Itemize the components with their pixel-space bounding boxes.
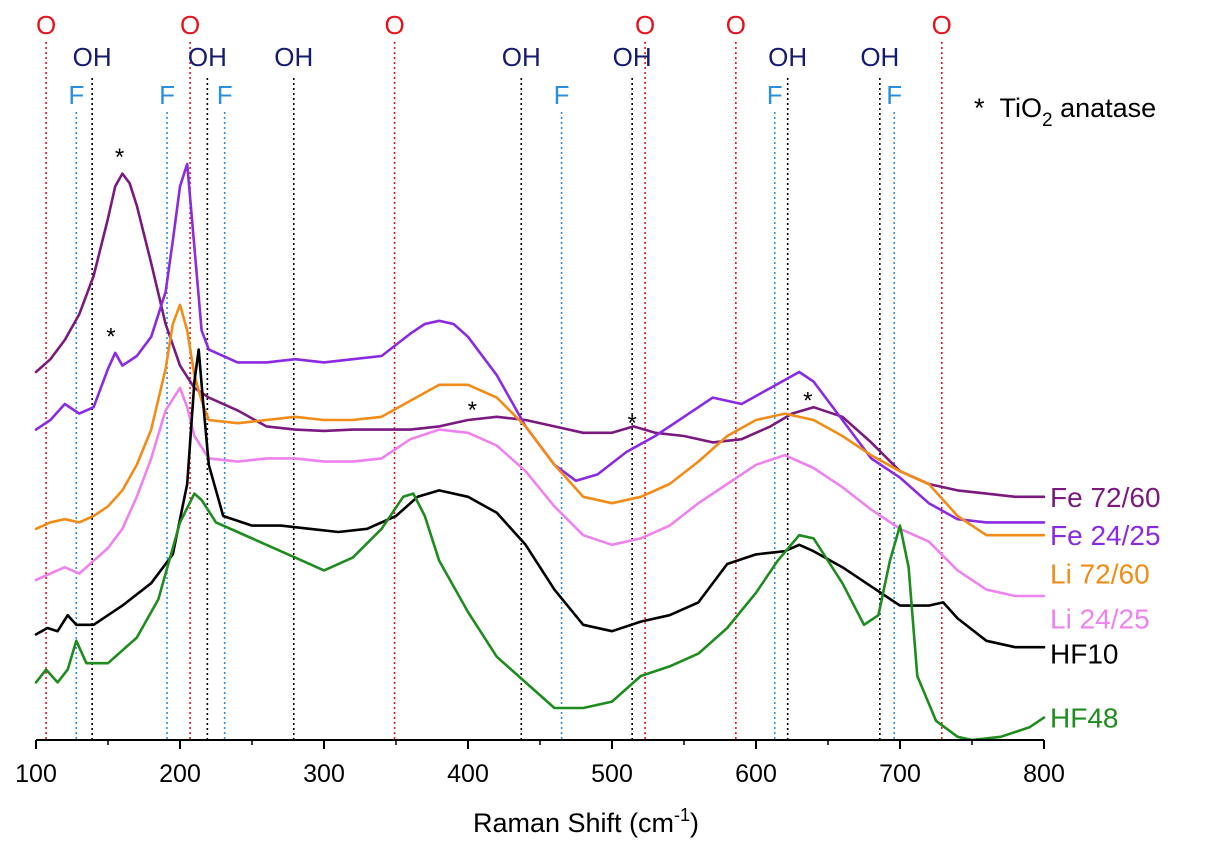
x-axis-title: Raman Shift (cm-1) xyxy=(473,805,699,838)
series-label-fe-72-60: Fe 72/60 xyxy=(1050,482,1161,513)
series-label-hf48: HF48 xyxy=(1050,703,1118,734)
ref-label-oh-13: OH xyxy=(188,42,227,72)
anatase-star-2: * xyxy=(468,397,477,424)
x-tick-label-300: 300 xyxy=(303,760,345,788)
anatase-note-text-end: anatase xyxy=(1053,93,1157,123)
x-axis-title-sup: -1 xyxy=(674,805,690,825)
x-tick-label-600: 600 xyxy=(735,760,777,788)
ref-label-oh-16: OH xyxy=(613,42,652,72)
x-tick-label-700: 700 xyxy=(879,760,921,788)
series-line-hf48 xyxy=(34,492,1046,742)
ref-label-o-0: O xyxy=(36,10,56,40)
series-line-li-72-60 xyxy=(34,303,1046,537)
ref-label-f-9: F xyxy=(554,80,570,110)
series-label-li-24-25: Li 24/25 xyxy=(1050,603,1150,634)
ref-label-o-1: O xyxy=(180,10,200,40)
ref-label-o-2: O xyxy=(384,10,404,40)
ref-label-oh-18: OH xyxy=(860,42,899,72)
anatase-note-star: * xyxy=(974,93,985,123)
svg-text:Raman Shift (cm-1): Raman Shift (cm-1) xyxy=(473,805,699,838)
ref-label-f-8: F xyxy=(217,80,233,110)
anatase-note-sub: 2 xyxy=(1042,110,1053,131)
anatase-note-text: TiO xyxy=(1000,93,1043,123)
ref-label-o-4: O xyxy=(726,10,746,40)
anatase-star-1: * xyxy=(106,323,115,350)
x-tick-label-100: 100 xyxy=(15,760,57,788)
ref-label-f-10: F xyxy=(767,80,783,110)
ref-label-o-3: O xyxy=(635,10,655,40)
series-line-fe-24-25 xyxy=(34,162,1046,524)
anatase-star-4: * xyxy=(803,387,812,414)
ref-label-f-7: F xyxy=(159,80,175,110)
ref-label-oh-17: OH xyxy=(768,42,807,72)
anatase-star-0: * xyxy=(115,144,124,171)
x-axis-title-end: ) xyxy=(690,808,699,838)
ref-label-f-11: F xyxy=(886,80,902,110)
reference-labels: O O O O O O F F F F F F OH OH OH OH OH OH OH xyxy=(36,10,952,110)
series-labels: Fe 72/60 Fe 24/25 Li 72/60 Li 24/25 HF10 HF48 xyxy=(1050,482,1161,734)
x-tick-label-400: 400 xyxy=(447,760,489,788)
x-tick-label-200: 200 xyxy=(159,760,201,788)
svg-text:* TiO2 anatase: * TiO2 anatase xyxy=(974,93,1156,131)
anatase-note: * TiO2 anatase xyxy=(974,93,1156,131)
x-tick-label-500: 500 xyxy=(591,760,633,788)
ref-label-oh-14: OH xyxy=(274,42,313,72)
x-tick-label-800: 800 xyxy=(1023,760,1065,788)
anatase-markers: * * * * * xyxy=(106,144,812,437)
ref-label-oh-12: OH xyxy=(73,42,112,72)
ref-label-oh-15: OH xyxy=(502,42,541,72)
x-axis: 100 200 300 400 500 600 700 800 xyxy=(15,739,1065,788)
series-label-li-72-60: Li 72/60 xyxy=(1050,559,1150,590)
spectra-series xyxy=(34,162,1046,742)
ref-label-o-5: O xyxy=(932,10,952,40)
series-label-fe-24-25: Fe 24/25 xyxy=(1050,520,1161,551)
x-axis-title-main: Raman Shift (cm xyxy=(473,808,674,838)
series-line-li-24-25 xyxy=(34,386,1046,598)
ref-label-f-6: F xyxy=(68,80,84,110)
series-line-hf10 xyxy=(34,348,1046,649)
anatase-star-3: * xyxy=(627,410,636,437)
series-line-fe-72-60 xyxy=(34,172,1046,499)
series-label-hf10: HF10 xyxy=(1050,639,1118,670)
